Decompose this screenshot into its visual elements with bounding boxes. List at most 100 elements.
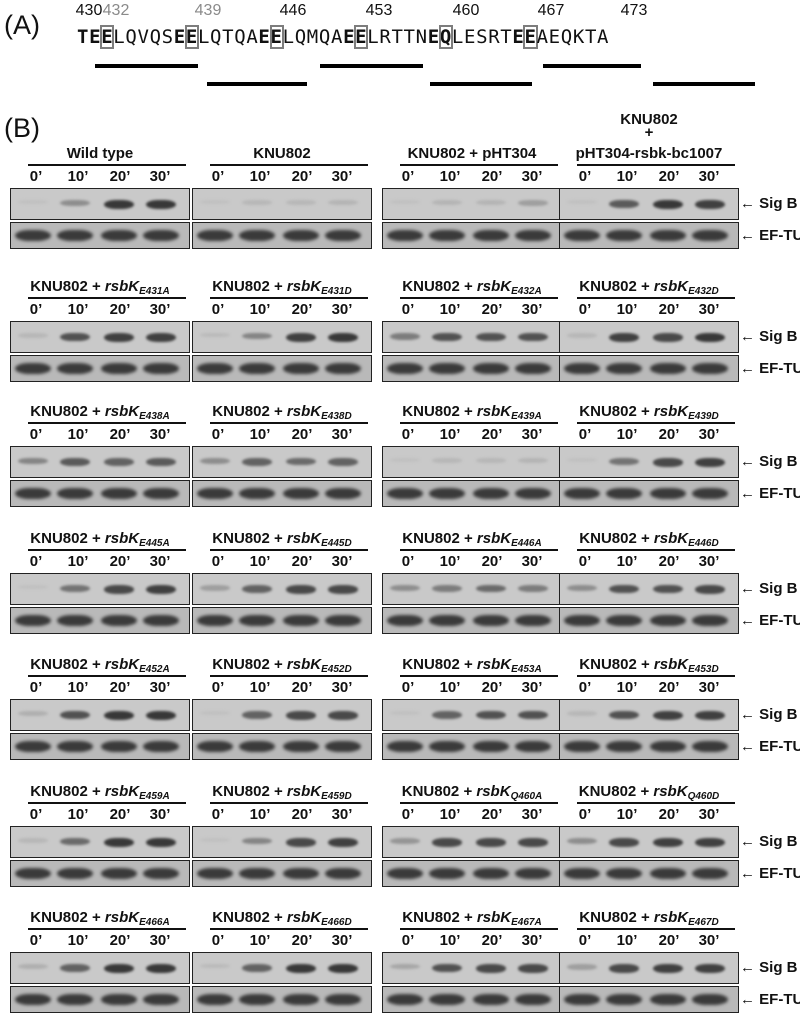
blot-title-rule (28, 549, 186, 551)
eftu-band (325, 615, 361, 626)
sigb-arrow-label: ← Sig B (740, 706, 798, 723)
western-blot: KNU802 + rsbKE438D 0’ 10’ 20’ 30’ (192, 400, 372, 507)
sigb-band (653, 585, 683, 594)
eftu-band (515, 363, 551, 374)
eftu-band (15, 230, 51, 241)
residue: T (391, 26, 404, 48)
time-point-label: 20’ (109, 426, 131, 443)
sigb-band (653, 711, 683, 720)
eftu-band (239, 994, 275, 1005)
residue: L (367, 26, 380, 48)
eftu-band (197, 741, 233, 752)
sigb-band (60, 585, 90, 592)
blot-title-text: KNU802 + (402, 278, 477, 295)
boxed-residue: E (184, 25, 199, 49)
eftu-arrow-label: ← EF-TU (740, 738, 800, 755)
sigb-arrow-label: ← Sig B (740, 453, 798, 470)
eftu-band (57, 868, 93, 879)
time-point-labels: 0’ 10’ 20’ 30’ (192, 932, 372, 950)
sigb-band (432, 964, 462, 973)
time-point-label: 10’ (249, 679, 271, 696)
sigb-band (200, 458, 230, 465)
time-point-label: 10’ (249, 932, 271, 949)
eftu-band (650, 741, 686, 752)
eftu-band (57, 230, 93, 241)
sigb-band (518, 585, 548, 592)
blot-title: KNU802 + rsbKQ460D (559, 784, 739, 805)
eftu-band (143, 994, 179, 1005)
blot-title-rule (210, 928, 368, 930)
sigb-band (286, 964, 316, 974)
blot-title-gene: rsbK (653, 909, 689, 926)
blot-title-mutation: E446A (511, 538, 542, 549)
eftu-arrow-label: ← EF-TU (740, 865, 800, 882)
time-point-label: 20’ (658, 168, 680, 185)
residue-number: 460 (452, 2, 480, 19)
eftu-band (692, 615, 728, 626)
eftu-band (429, 363, 465, 374)
blot-title: KNU802 + rsbKE431A (10, 279, 190, 300)
time-point-label: 20’ (109, 806, 131, 823)
time-point-label: 20’ (109, 932, 131, 949)
eftu-band (692, 868, 728, 879)
sigb-band (200, 838, 230, 843)
sigb-arrow-label: ← Sig B (740, 959, 798, 976)
blot-title-strain: KNU802 (620, 111, 678, 128)
time-point-label: 10’ (249, 553, 271, 570)
eftu-band-strip (192, 355, 372, 382)
eftu-band-strip (559, 480, 739, 507)
sigb-band (200, 964, 230, 969)
time-point-labels: 0’ 10’ 20’ 30’ (559, 553, 739, 571)
blot-title-gene: rsbK (476, 403, 512, 420)
blot-title: KNU802 + rsbKE453A (382, 657, 562, 678)
sigb-band (653, 333, 683, 342)
heptad-underline (95, 64, 198, 68)
blot-title: KNU802 + rsbKE432A (382, 279, 562, 300)
time-point-label: 10’ (249, 168, 271, 185)
time-point-labels: 0’ 10’ 20’ 30’ (192, 426, 372, 444)
time-point-label: 0’ (211, 168, 225, 185)
blot-title-gene: rsbK (476, 656, 512, 673)
eftu-band (325, 994, 361, 1005)
blot-title-gene: rsbK (104, 909, 140, 926)
time-point-label: 10’ (67, 679, 89, 696)
residue: Q (149, 26, 162, 48)
eftu-band (283, 363, 319, 374)
sigb-band (328, 200, 358, 205)
time-point-label: 20’ (291, 932, 313, 949)
time-point-label: 0’ (211, 553, 225, 570)
eftu-band (325, 363, 361, 374)
eftu-band (239, 363, 275, 374)
blot-title-rule (210, 675, 368, 677)
sigb-band (432, 458, 462, 463)
sigb-band (328, 711, 358, 720)
residue: S (161, 26, 174, 48)
western-blot: KNU802 + rsbKQ460A 0’ 10’ 20’ 30’ (382, 780, 562, 887)
sigb-band (200, 585, 230, 591)
blot-title-text: KNU802 + (578, 783, 654, 800)
sigb-band (567, 838, 597, 845)
time-point-label: 30’ (521, 301, 543, 318)
time-point-labels: 0’ 10’ 20’ 30’ (382, 553, 562, 571)
eftu-band (387, 741, 423, 752)
eftu-band-strip (559, 607, 739, 634)
time-point-label: 0’ (401, 301, 415, 318)
sigb-band (60, 333, 90, 342)
sigb-band-strip (192, 321, 372, 353)
blot-title-rule (400, 164, 558, 166)
eftu-band (101, 994, 137, 1005)
sigb-band (518, 964, 548, 973)
sigb-band (242, 964, 272, 972)
sigb-band-strip (382, 321, 562, 353)
residue: Q (234, 26, 247, 48)
eftu-band (387, 615, 423, 626)
time-point-label: 20’ (481, 806, 503, 823)
blot-title-gene: rsbK (104, 656, 140, 673)
blot-title-mutation: E467D (688, 917, 719, 928)
western-blot: KNU802 + rsbKE446A 0’ 10’ 20’ 30’ (382, 527, 562, 634)
blot-title-mutation: E453A (511, 664, 542, 675)
sigb-band (146, 838, 176, 848)
sigb-band-strip (10, 446, 190, 478)
sigb-band (146, 458, 176, 466)
eftu-arrow-label: ← EF-TU (740, 485, 800, 502)
